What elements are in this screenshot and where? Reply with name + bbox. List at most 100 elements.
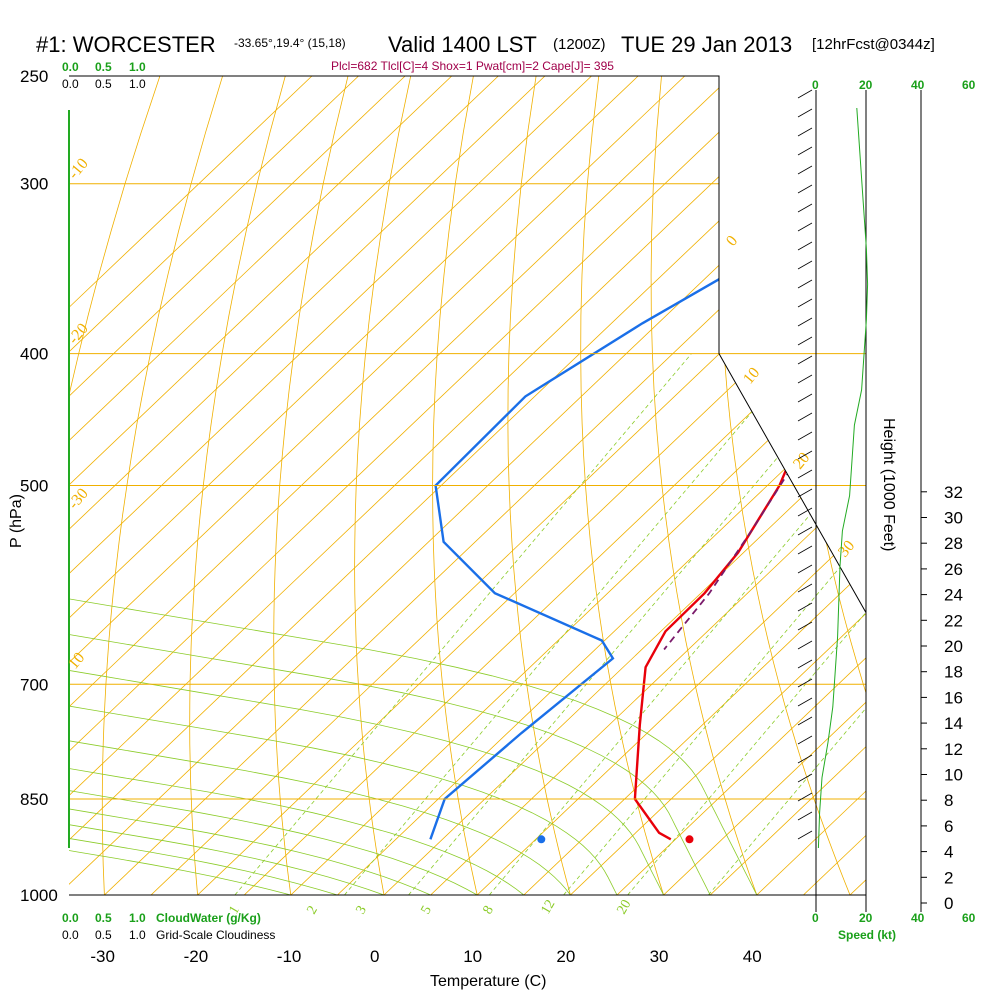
mixing-ratio-label: 3 xyxy=(353,903,369,917)
wind-barb xyxy=(797,830,813,840)
cloudwater-tick-top-0: 0.0 xyxy=(62,60,79,74)
wind-barb xyxy=(797,89,813,99)
valid-zulu: (1200Z) xyxy=(553,36,606,53)
dry-adiabat xyxy=(69,76,161,895)
y-tick-label-850: 850 xyxy=(20,790,48,809)
y-tick-label-1000: 1000 xyxy=(20,886,58,905)
wind-barb xyxy=(797,621,813,631)
cloudiness-label: Grid-Scale Cloudiness xyxy=(156,928,275,942)
height-tick-label: 8 xyxy=(944,791,953,810)
cloudiness-tick-top-1: 0.5 xyxy=(95,77,112,91)
forecast-tag: [12hrFcst@0344z] xyxy=(812,36,935,53)
dry-adiabat xyxy=(975,76,1000,895)
cloudiness-tick-top-0: 0.0 xyxy=(62,77,79,91)
wind-barb xyxy=(797,450,813,460)
wind-barb xyxy=(797,355,813,365)
height-tick-label: 22 xyxy=(944,611,963,630)
wind-barb xyxy=(797,716,813,726)
wind-barb xyxy=(797,507,813,517)
mixing-ratio-line xyxy=(488,353,866,895)
moist-adiabat xyxy=(69,76,525,895)
y-tick-label-700: 700 xyxy=(20,675,48,694)
mixing-ratio-label: 2 xyxy=(304,903,320,917)
wind-tick-top-3: 60 xyxy=(962,78,976,92)
surface-temperature-marker xyxy=(685,835,694,844)
dry-adiabat xyxy=(354,76,412,895)
wind-tick-bottom-3: 60 xyxy=(962,911,976,925)
plot-frame xyxy=(69,75,867,896)
height-tick-label: 24 xyxy=(944,586,963,605)
dry-adiabat xyxy=(580,76,664,895)
wind-barb xyxy=(797,241,813,251)
wind-barb xyxy=(797,317,813,327)
wind-barb xyxy=(797,735,813,745)
moist-adiabat xyxy=(69,76,478,895)
isotherm-line xyxy=(849,76,866,895)
isotherm-line xyxy=(709,76,866,895)
isotherm-label: 10 xyxy=(740,364,763,387)
mixing-ratio-label: 20 xyxy=(614,897,634,917)
isotherm-line xyxy=(69,76,453,895)
dry-adiabat xyxy=(432,76,478,895)
y-axis-title: P (hPa) xyxy=(8,494,25,548)
mixing-ratio-label: 12 xyxy=(538,897,558,917)
wind-barb xyxy=(797,203,813,213)
moist-adiabat xyxy=(69,76,758,895)
wind-barb xyxy=(797,792,813,802)
wind-tick-bottom-0: 0 xyxy=(812,911,819,925)
wind-barb xyxy=(797,127,813,137)
wind-barb xyxy=(797,773,813,783)
height-tick-label: 0 xyxy=(944,894,953,913)
wind-barb xyxy=(797,583,813,593)
wind-barb xyxy=(797,336,813,346)
wind-barb xyxy=(797,526,813,536)
wind-barb xyxy=(797,754,813,764)
wind-barb xyxy=(797,697,813,707)
dry-adiabat xyxy=(849,76,866,895)
x-tick-label: 20 xyxy=(556,947,575,966)
indices-line: Plcl=682 Tlcl[C]=4 Shox=1 Pwat[cm]=2 Cap… xyxy=(331,59,614,73)
cloudiness-tick-bottom-0: 0.0 xyxy=(62,928,79,942)
x-axis-title: Temperature (C) xyxy=(430,973,546,990)
moist-adiabat xyxy=(69,76,711,895)
dry-adiabat xyxy=(507,76,571,895)
series-parcel xyxy=(663,163,866,651)
wind-barb xyxy=(797,640,813,650)
height-tick-label: 28 xyxy=(944,534,963,553)
isotherm-line xyxy=(69,76,359,895)
wind-tick-bottom-2: 40 xyxy=(911,911,925,925)
y-tick-label-400: 400 xyxy=(20,345,48,364)
wind-speed-label: Speed (kt) xyxy=(838,928,896,942)
wind-barb xyxy=(797,184,813,194)
height-tick-label: 32 xyxy=(944,483,963,502)
wind-barb xyxy=(797,412,813,422)
wind-barb xyxy=(797,298,813,308)
isotherm-line xyxy=(663,76,866,895)
cloudwater-label: CloudWater (g/Kg) xyxy=(156,911,261,925)
cloudwater-tick-bottom-1: 0.5 xyxy=(95,911,112,925)
wind-barb xyxy=(797,488,813,498)
moist-adiabat xyxy=(69,76,618,895)
moist-adiabat xyxy=(69,76,431,895)
moist-adiabat xyxy=(69,76,571,895)
height-tick-label: 12 xyxy=(944,740,963,759)
height-tick-label: 14 xyxy=(944,714,963,733)
cloudiness-tick-top-2: 1.0 xyxy=(129,77,146,91)
mixing-ratio-label: 5 xyxy=(418,903,434,917)
moist-adiabat xyxy=(69,76,664,895)
station-title: #1: WORCESTER xyxy=(36,32,216,57)
wind-speed-curve xyxy=(817,107,869,849)
mixing-ratio-line xyxy=(344,353,802,895)
height-tick-label: 30 xyxy=(944,509,963,528)
wind-barb xyxy=(797,545,813,555)
x-tick-label: 30 xyxy=(650,947,669,966)
wind-barb xyxy=(797,602,813,612)
isotherm-line xyxy=(523,76,866,895)
x-tick-label: -20 xyxy=(184,947,209,966)
mixing-ratio-label: 8 xyxy=(480,903,496,917)
wind-barb xyxy=(797,678,813,688)
y-tick-label-250: 250 xyxy=(20,67,48,86)
cloudwater-tick-bottom-0: 0.0 xyxy=(62,911,79,925)
height-tick-label: 26 xyxy=(944,560,963,579)
isotherm-label: 30 xyxy=(835,537,858,560)
